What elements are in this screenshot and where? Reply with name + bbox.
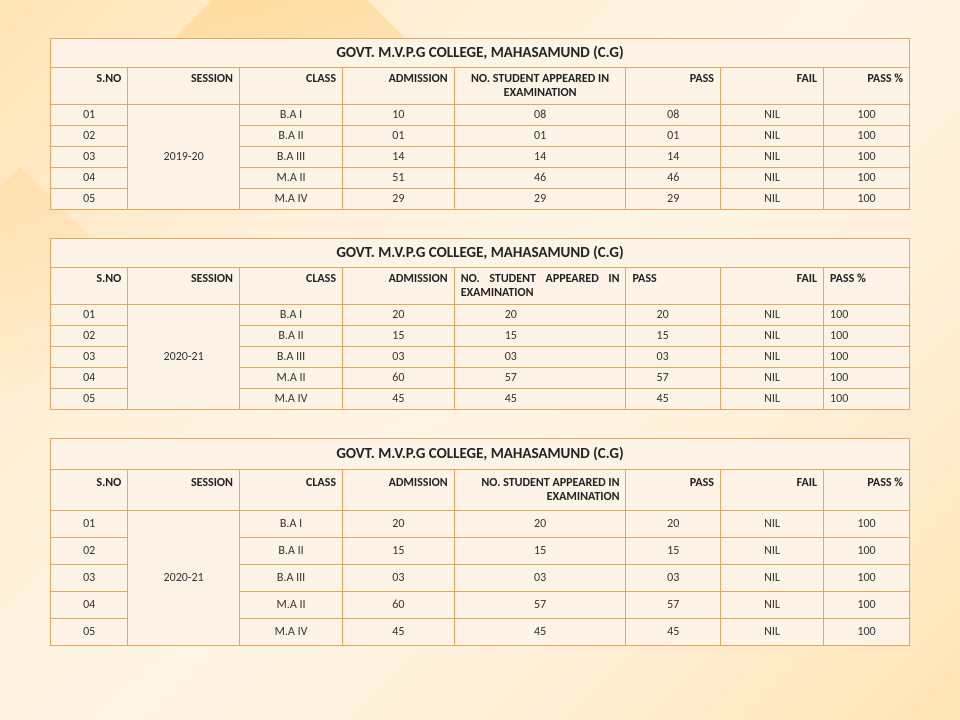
table: GOVT. M.V.P.G COLLEGE, MAHASAMUND (C.G) … [50,38,910,210]
table-title: GOVT. M.V.P.G COLLEGE, MAHASAMUND (C.G) [51,239,910,268]
table-title: GOVT. M.V.P.G COLLEGE, MAHASAMUND (C.G) [51,439,910,470]
table: GOVT. M.V.P.G COLLEGE, MAHASAMUND (C.G) … [50,438,910,646]
table-row: 01 2020-21 B.A I202020NIL100 [51,305,910,326]
col-pct: PASS % [824,68,910,105]
cell-adm: 10 [343,105,455,126]
col-sno: S.NO [51,68,128,105]
col-appeared: NO. STUDENT APPEARED IN EXAMINATION [454,68,626,105]
table: GOVT. M.V.P.G COLLEGE, MAHASAMUND (C.G) … [50,238,910,410]
col-fail: FAIL [720,68,823,105]
cell-session: 2019-20 [128,105,240,210]
cell-pct: 100 [824,105,910,126]
table-row: 01 2019-20 B.A I 10 08 08 NIL 100 [51,105,910,126]
col-pass: PASS [626,68,720,105]
results-table-3: GOVT. M.V.P.G COLLEGE, MAHASAMUND (C.G) … [50,438,910,646]
cell-fail: NIL [720,105,823,126]
cell-class: B.A I [239,105,342,126]
col-admission: ADMISSION [343,68,455,105]
cell-app: 08 [454,105,626,126]
cell-pass: 08 [626,105,720,126]
table-row: 01 2020-21 B.A I202020NIL100 [51,511,910,538]
table-title: GOVT. M.V.P.G COLLEGE, MAHASAMUND (C.G) [51,39,910,68]
cell-sno: 01 [51,105,128,126]
results-table-1: GOVT. M.V.P.G COLLEGE, MAHASAMUND (C.G) … [50,38,910,210]
col-class: CLASS [239,68,342,105]
col-session: SESSION [128,68,240,105]
results-table-2: GOVT. M.V.P.G COLLEGE, MAHASAMUND (C.G) … [50,238,910,410]
